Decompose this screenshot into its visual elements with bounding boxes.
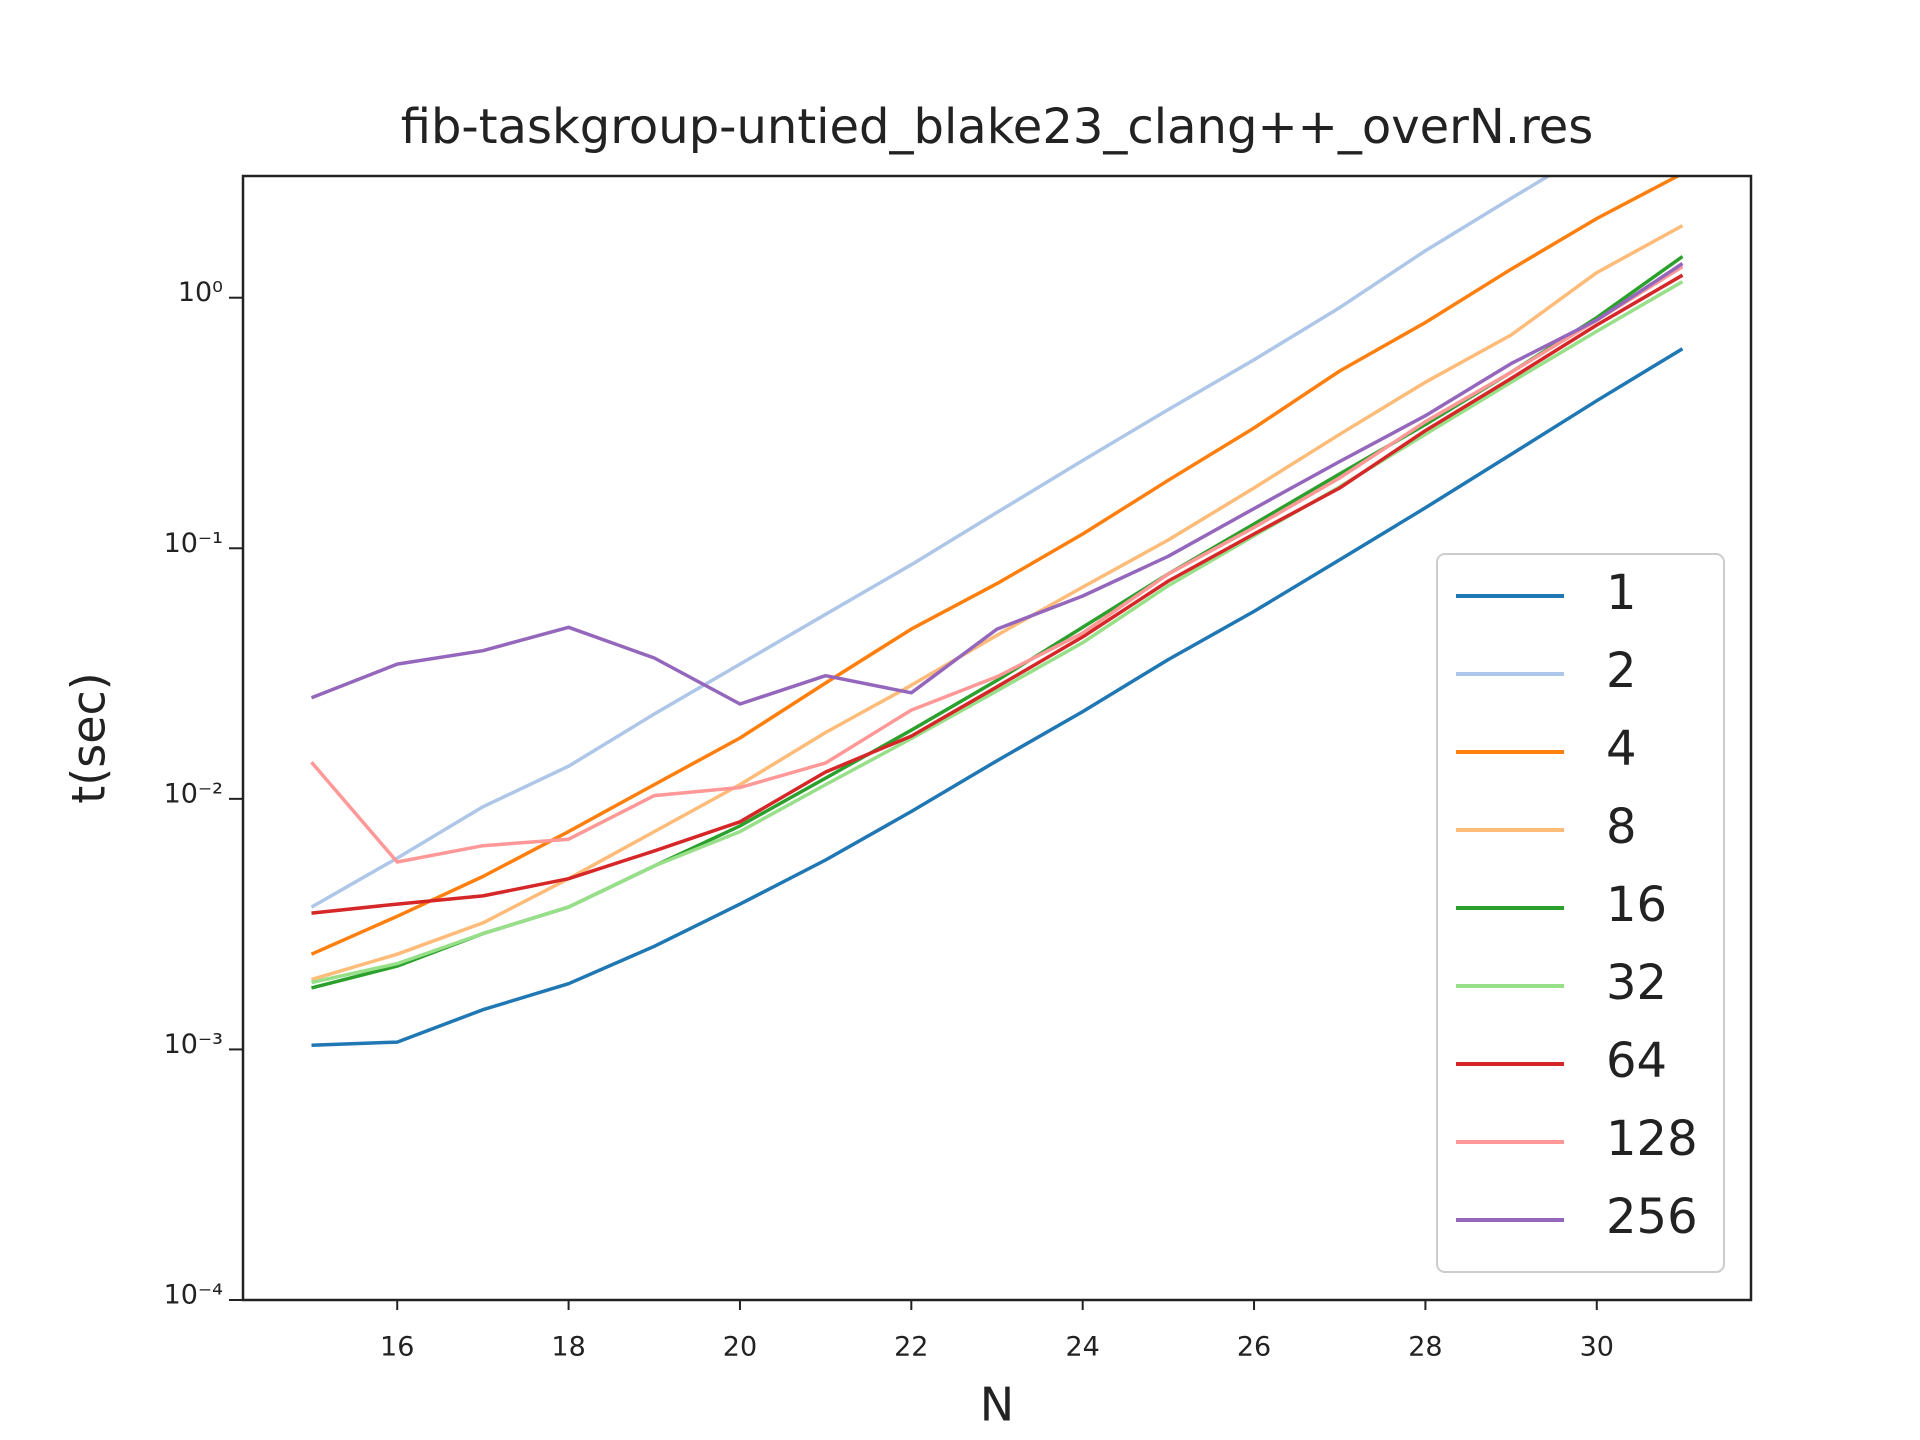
legend-label: 128 <box>1606 1111 1698 1167</box>
legend-label: 16 <box>1606 877 1667 933</box>
series-line <box>310 176 1552 909</box>
legend-box <box>1436 553 1725 1273</box>
x-tick-label: 16 <box>380 1332 414 1363</box>
y-tick-label: 10⁻² <box>164 778 223 809</box>
x-tick-label: 24 <box>1066 1332 1100 1363</box>
x-tick-label: 28 <box>1408 1332 1442 1363</box>
series-line <box>310 265 1684 864</box>
series-line <box>311 224 1684 982</box>
y-tick-label: 10⁰ <box>178 277 223 308</box>
legend-label: 64 <box>1606 1033 1667 1089</box>
series-line <box>311 273 1684 915</box>
plot-frame <box>241 174 1753 1302</box>
legend-label: 8 <box>1606 799 1637 855</box>
y-tick-label: 10⁻³ <box>164 1029 223 1060</box>
x-tick-label: 18 <box>551 1332 585 1363</box>
legend-label: 2 <box>1606 643 1637 699</box>
x-tick-label: 30 <box>1580 1332 1614 1363</box>
y-tick-label: 10⁻¹ <box>164 528 223 559</box>
series-line <box>311 280 1684 985</box>
legend-label: 1 <box>1606 565 1637 621</box>
legend-label: 256 <box>1606 1189 1698 1245</box>
x-tick-label: 26 <box>1237 1332 1271 1363</box>
chart-title: fib-taskgroup-untied_blake23_clang++_ove… <box>401 99 1594 155</box>
y-axis-label: t(sec) <box>62 672 116 804</box>
legend-label: 32 <box>1606 955 1667 1011</box>
series-line <box>311 347 1684 1047</box>
y-tick-label: 10⁻⁴ <box>164 1280 223 1311</box>
x-tick-label: 22 <box>894 1332 928 1363</box>
x-axis-label: N <box>980 1378 1014 1432</box>
plot-lines <box>310 176 1684 1047</box>
legend-label: 4 <box>1606 721 1637 777</box>
series-line <box>310 262 1684 706</box>
x-tick-label: 20 <box>723 1332 757 1363</box>
series-line <box>310 176 1682 956</box>
